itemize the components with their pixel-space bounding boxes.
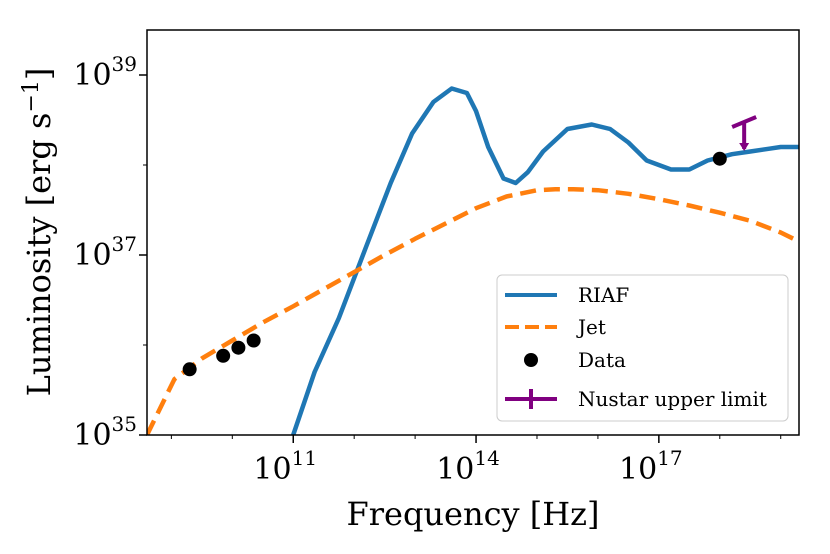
legend: RIAF Jet Data Nustar upper limit	[496, 274, 789, 422]
legend-riaf-label: RIAF	[578, 283, 629, 307]
nustar-upper-limit-marker	[731, 115, 757, 151]
x-axis-label: Frequency [Hz]	[347, 495, 600, 533]
data-point	[231, 340, 246, 355]
y-axis-label: Luminosity [erg s−1]	[19, 68, 58, 397]
y-tick-label: 1039	[73, 52, 137, 93]
jet-line	[147, 187, 799, 435]
data-point	[712, 151, 727, 166]
legend-data-label: Data	[578, 348, 626, 372]
data-point	[182, 362, 197, 377]
y-tick-label: 1037	[73, 232, 137, 273]
legend-box	[496, 274, 789, 422]
data-point	[246, 333, 261, 348]
x-tick-label: 1014	[436, 446, 500, 487]
data-point	[216, 348, 231, 363]
legend-jet-label: Jet	[576, 315, 606, 339]
legend-data-swatch	[524, 353, 538, 367]
legend-nustar-swatch	[505, 389, 557, 409]
legend-nustar-label: Nustar upper limit	[578, 387, 767, 411]
x-tick-label: 1017	[619, 446, 683, 487]
y-tick-label: 1035	[73, 412, 137, 453]
x-tick-label: 1011	[253, 446, 317, 487]
plot-frame	[146, 29, 800, 436]
